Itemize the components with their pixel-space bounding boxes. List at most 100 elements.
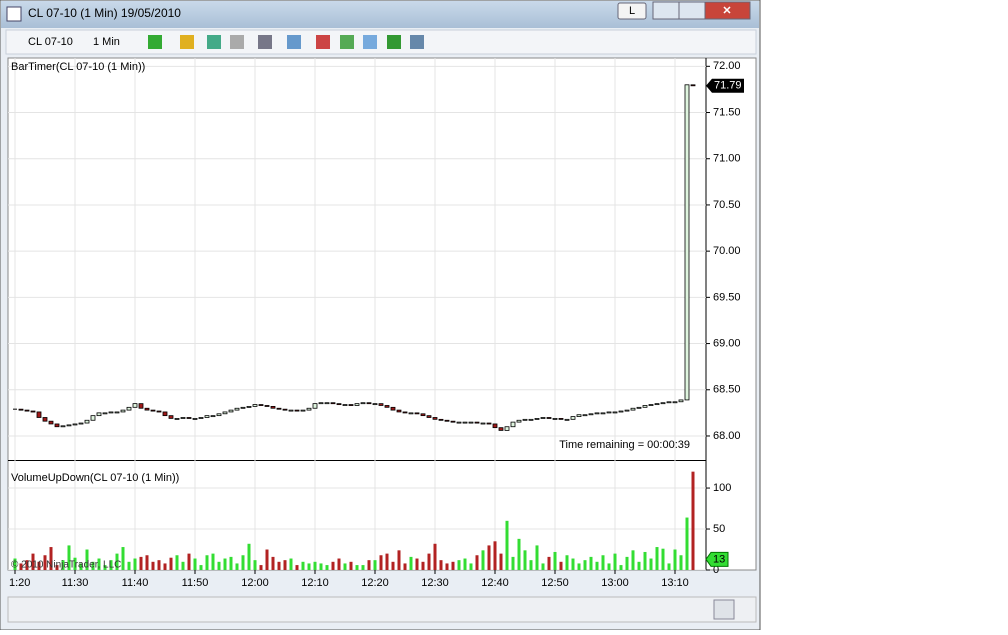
volume-bar <box>103 565 107 570</box>
volume-bar <box>145 555 149 570</box>
app-icon <box>6 6 22 22</box>
volume-bar <box>277 561 281 570</box>
volume-bar <box>625 556 629 570</box>
volume-bar <box>421 561 425 570</box>
volume-bar <box>19 563 23 570</box>
volume-bar <box>289 558 293 570</box>
candle <box>300 409 306 412</box>
draw-icon[interactable] <box>180 35 194 49</box>
volume-bar <box>553 551 557 570</box>
properties-icon[interactable] <box>410 35 424 49</box>
candle <box>90 415 96 421</box>
candle <box>96 412 102 417</box>
volume-bar <box>193 558 197 570</box>
volume-bar <box>691 471 695 570</box>
volume-bar <box>217 561 221 570</box>
x-tick-label: 11:50 <box>182 577 209 589</box>
volume-bar <box>295 565 299 570</box>
candle <box>48 420 54 425</box>
volume-bar <box>439 560 443 570</box>
copyright: © 2010 NinjaTrader, LLC <box>11 560 121 571</box>
volume-bar <box>661 548 665 570</box>
volume-bar <box>517 538 521 570</box>
orders-icon[interactable] <box>316 35 330 49</box>
volume-bar <box>577 563 581 570</box>
zoom-in-icon[interactable] <box>207 35 221 49</box>
candle <box>342 404 348 406</box>
link-button[interactable] <box>617 2 647 20</box>
volume-bar <box>427 553 431 570</box>
candle <box>492 423 498 429</box>
scroll-thumb[interactable] <box>713 599 735 620</box>
volume-bar <box>403 563 407 570</box>
search-icon[interactable] <box>287 35 301 49</box>
volume-bar <box>667 563 671 570</box>
volume-bar <box>151 561 155 570</box>
volume-bar <box>391 561 395 570</box>
candle <box>678 399 684 403</box>
volume-bar <box>49 547 53 570</box>
candle <box>600 412 606 415</box>
close-button[interactable] <box>704 1 751 20</box>
volume-bar <box>37 561 41 570</box>
volume-marker-label: 13 <box>713 553 725 565</box>
volume-bar <box>43 555 47 570</box>
candle <box>102 412 108 415</box>
volume-bar <box>307 563 311 570</box>
volume-bar <box>523 550 527 570</box>
candle <box>570 416 576 420</box>
indicators-icon[interactable] <box>340 35 354 49</box>
volume-bar <box>679 555 683 570</box>
zoom-out-icon[interactable] <box>230 35 244 49</box>
scrollbar[interactable] <box>7 596 757 623</box>
candle <box>330 402 336 405</box>
candle <box>306 407 312 411</box>
bar-type-icon[interactable] <box>148 35 162 49</box>
volume-bar <box>433 543 437 570</box>
candle <box>252 404 258 407</box>
volume-bar <box>499 553 503 570</box>
candle <box>576 414 582 417</box>
candle <box>216 413 222 417</box>
interval-selector[interactable]: 1 Min <box>93 36 120 48</box>
y-tick-label: 69.50 <box>713 291 741 303</box>
x-tick-label: 13:00 <box>601 577 629 589</box>
cursor-icon[interactable] <box>258 35 272 49</box>
candle <box>408 412 414 415</box>
candle <box>270 405 276 409</box>
candle <box>108 411 114 414</box>
volume-bar <box>13 558 17 570</box>
volume-bar <box>565 555 569 570</box>
volume-bar <box>379 555 383 570</box>
maximize-button[interactable] <box>678 1 706 20</box>
volume-bar <box>367 560 371 570</box>
volume-bar <box>385 553 389 570</box>
candle <box>450 420 456 423</box>
candle <box>462 421 468 424</box>
volume-bar <box>241 555 245 570</box>
minimize-button[interactable] <box>652 1 680 20</box>
candle <box>390 406 396 411</box>
volume-bar <box>529 560 533 570</box>
volume-bar <box>343 563 347 570</box>
candle <box>210 415 216 418</box>
candle <box>30 410 36 413</box>
candle <box>186 417 192 419</box>
volume-bar <box>373 560 377 570</box>
data-box-icon[interactable] <box>387 35 401 49</box>
strategies-icon[interactable] <box>363 35 377 49</box>
candle <box>36 411 42 418</box>
volume-bar <box>595 561 599 570</box>
candle <box>468 421 474 424</box>
candle <box>24 409 30 412</box>
candle <box>588 413 594 416</box>
candle <box>234 407 240 411</box>
candle <box>438 418 444 421</box>
candle <box>360 402 366 405</box>
candle <box>114 411 120 414</box>
candle <box>180 417 186 419</box>
volume-bar <box>265 549 269 570</box>
instrument-selector[interactable]: CL 07-10 <box>28 36 73 48</box>
candle <box>120 409 126 413</box>
candle <box>426 415 432 418</box>
